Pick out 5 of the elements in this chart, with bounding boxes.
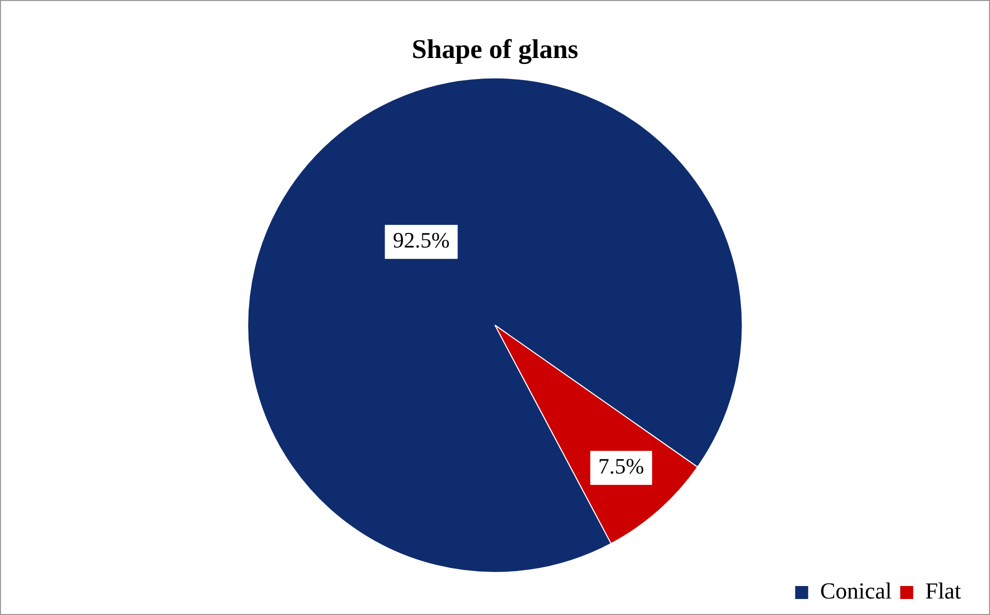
legend-label: Flat xyxy=(925,578,962,604)
data-label: 92.5% xyxy=(392,228,450,253)
legend-label: Conical xyxy=(820,578,892,604)
chart-title: Shape of glans xyxy=(412,34,578,64)
data-label: 7.5% xyxy=(598,454,644,479)
